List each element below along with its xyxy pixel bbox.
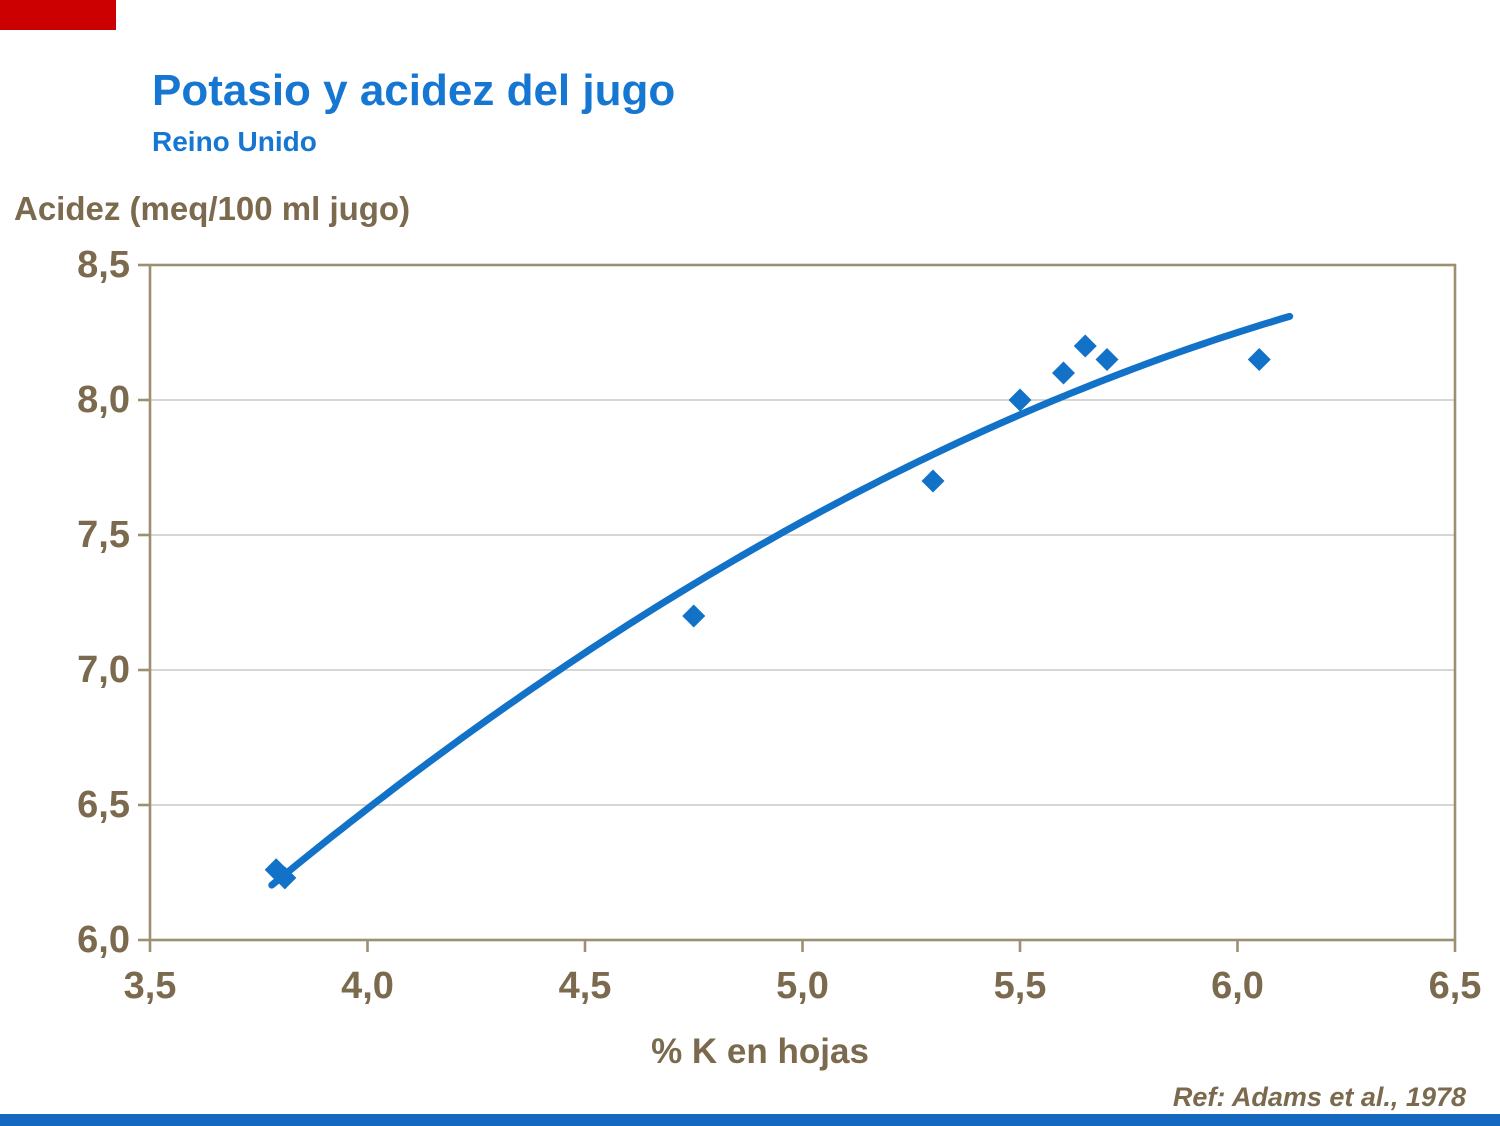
y-tick-label: 8,5	[77, 244, 130, 286]
y-tick-label: 6,0	[77, 919, 130, 961]
x-tick-label: 4,5	[559, 965, 612, 1007]
y-tick-label: 8,0	[77, 379, 130, 421]
y-tick-label: 7,0	[77, 649, 130, 691]
x-tick-label: 6,0	[1211, 965, 1264, 1007]
bottom-accent-bar	[0, 1114, 1500, 1126]
data-point	[1052, 361, 1075, 385]
x-tick-label: 6,5	[1429, 965, 1482, 1007]
y-tick-label: 6,5	[77, 784, 130, 826]
data-point	[1073, 334, 1097, 358]
x-tick-label: 5,5	[994, 965, 1047, 1007]
y-tick-label: 7,5	[77, 514, 130, 556]
chart-title: Potasio y acidez del jugo	[152, 66, 676, 115]
data-point	[921, 469, 945, 493]
x-tick-label: 5,0	[776, 965, 829, 1007]
x-tick-label: 4,0	[341, 965, 394, 1007]
x-axis-title: % K en hojas	[651, 1032, 869, 1071]
chart-subtitle: Reino Unido	[152, 126, 317, 157]
red-accent-block	[0, 0, 116, 30]
reference-citation: Ref: Adams et al., 1978	[1172, 1082, 1466, 1112]
data-point	[1008, 388, 1032, 412]
data-point	[273, 866, 297, 890]
trend-line	[268, 312, 1294, 889]
data-point	[682, 604, 706, 628]
data-point	[1247, 348, 1271, 371]
x-tick-label: 3,5	[124, 965, 177, 1007]
y-axis-title: Acidez (meq/100 ml jugo)	[14, 190, 411, 227]
data-point	[1095, 348, 1119, 371]
